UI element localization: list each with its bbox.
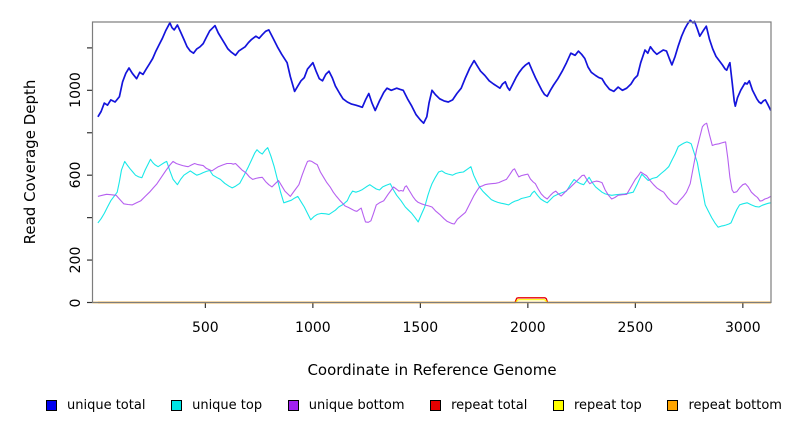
legend-swatch-unique-total bbox=[46, 400, 57, 411]
x-tick-label: 1000 bbox=[295, 320, 331, 336]
series-line-unique-top bbox=[97, 141, 771, 228]
legend-label: unique total bbox=[67, 398, 146, 413]
y-axis-title: Read Coverage Depth bbox=[21, 79, 39, 245]
series-line-unique-total bbox=[97, 19, 772, 125]
series-line-unique-bottom bbox=[97, 122, 772, 225]
x-tick-label: 2000 bbox=[510, 320, 546, 336]
legend-swatch-repeat-bottom bbox=[667, 400, 679, 411]
plot-frame bbox=[91, 21, 772, 304]
x-tick-label: 3000 bbox=[725, 320, 761, 336]
x-tick-label: 1500 bbox=[402, 320, 439, 336]
y-tick-label: 200 bbox=[68, 246, 84, 274]
x-axis-title: Coordinate in Reference Genome bbox=[307, 361, 557, 379]
legend-item-repeat-bottom: repeat bottom bbox=[667, 398, 782, 413]
legend-label: repeat total bbox=[451, 398, 528, 413]
legend-item-unique-bottom: unique bottom bbox=[287, 398, 405, 413]
legend-swatch-unique-top bbox=[171, 400, 183, 411]
legend-item-unique-top: unique top bbox=[171, 398, 262, 413]
x-tick-label: 2500 bbox=[617, 320, 654, 336]
y-tick-label: 1000 bbox=[68, 72, 84, 109]
series-line-repeat-total bbox=[97, 297, 771, 304]
legend-label: repeat top bbox=[574, 398, 642, 413]
legend-label: unique bottom bbox=[308, 398, 405, 413]
legend-label: repeat bottom bbox=[688, 398, 782, 413]
legend-item-unique-total: unique total bbox=[46, 398, 145, 413]
y-tick-label: 0 bbox=[68, 298, 84, 307]
legend-swatch-repeat-total bbox=[430, 400, 442, 411]
legend-label: unique top bbox=[192, 398, 263, 413]
x-tick-label: 500 bbox=[191, 320, 219, 336]
y-tick-label: 600 bbox=[68, 161, 84, 189]
legend-item-repeat-total: repeat total bbox=[430, 398, 527, 413]
legend-item-repeat-top: repeat top bbox=[553, 398, 642, 413]
legend: unique total unique top unique bottom repea… bbox=[46, 398, 782, 413]
legend-swatch-repeat-top bbox=[553, 400, 564, 411]
legend-swatch-unique-bottom bbox=[287, 400, 299, 411]
